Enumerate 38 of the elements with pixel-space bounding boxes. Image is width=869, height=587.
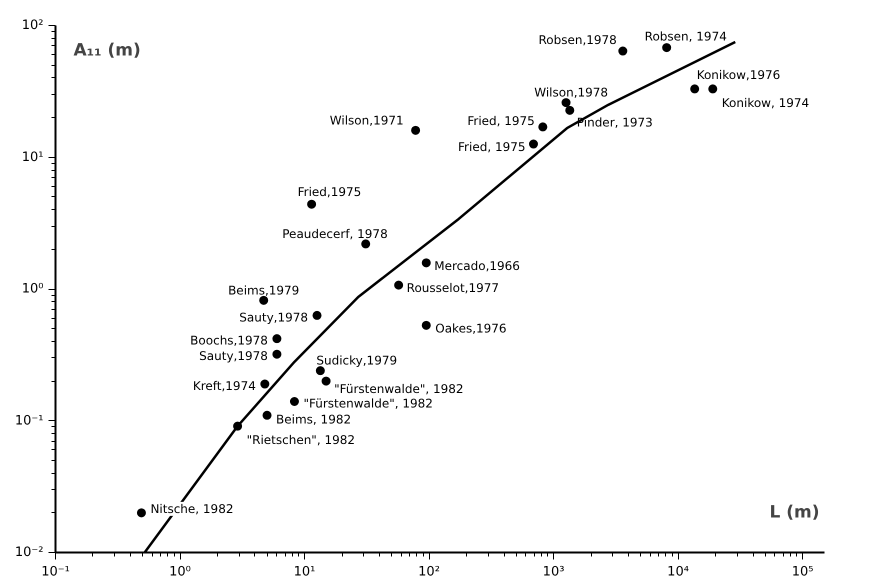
x-tick-label: 10⁻¹ (41, 564, 70, 580)
annotation: Sauty,1978 (239, 310, 308, 324)
annotation: Beims,1979 (228, 283, 300, 298)
y-tick-label: 10⁻¹ (14, 413, 44, 428)
annotation: Peaudecerf, 1978 (282, 226, 388, 241)
annotation: Fried, 1975 (467, 114, 535, 128)
annotation: Boochs,1978 (190, 334, 268, 348)
y-tick-label: 10⁻² (14, 545, 44, 560)
annotation: Sudicky,1979 (316, 354, 398, 368)
x-tick-label: 10⁴ (667, 564, 689, 580)
annotation: Oakes,1976 (435, 321, 507, 336)
annotation: Robsen,1978 (538, 33, 617, 48)
annotation: Robsen, 1974 (644, 30, 727, 44)
annotation: Beims, 1982 (276, 412, 352, 426)
annotation: Wilson,1971 (330, 113, 404, 128)
y-tick-label: 10¹ (22, 150, 44, 165)
x-tick-label: 10¹ (294, 564, 316, 580)
annotation: Rousselot,1977 (406, 281, 500, 296)
annotation: Wilson,1978 (534, 86, 608, 100)
annotation: Konikow,1976 (696, 68, 780, 82)
annotation: "Fürstenwalde", 1982 (303, 396, 433, 410)
annotation: "Rietschen", 1982 (246, 433, 356, 448)
annotation: Konikow, 1974 (722, 96, 810, 110)
annotation: Fried,1975 (298, 185, 362, 200)
annotation: Kreft,1974 (192, 379, 256, 394)
y-tick-label: 10⁰ (22, 282, 44, 296)
x-tick-label: 10⁰ (169, 564, 191, 580)
annotation: Fried, 1975 (458, 140, 526, 154)
x-tick-label: 10³ (542, 564, 564, 580)
annotation: Nitsche, 1982 (150, 502, 234, 516)
x-tick-label: 10² (418, 564, 440, 580)
y-axis-title: A₁₁ (m) (74, 40, 141, 60)
annotation: Mercado,1966 (434, 258, 520, 273)
y-tick-label: 10² (22, 18, 44, 33)
x-tick-label: 10⁵ (792, 564, 814, 580)
annotation: "Fürstenwalde", 1982 (334, 382, 464, 396)
annotation: Sauty,1978 (199, 349, 268, 364)
x-axis-title: L (m) (769, 502, 820, 522)
